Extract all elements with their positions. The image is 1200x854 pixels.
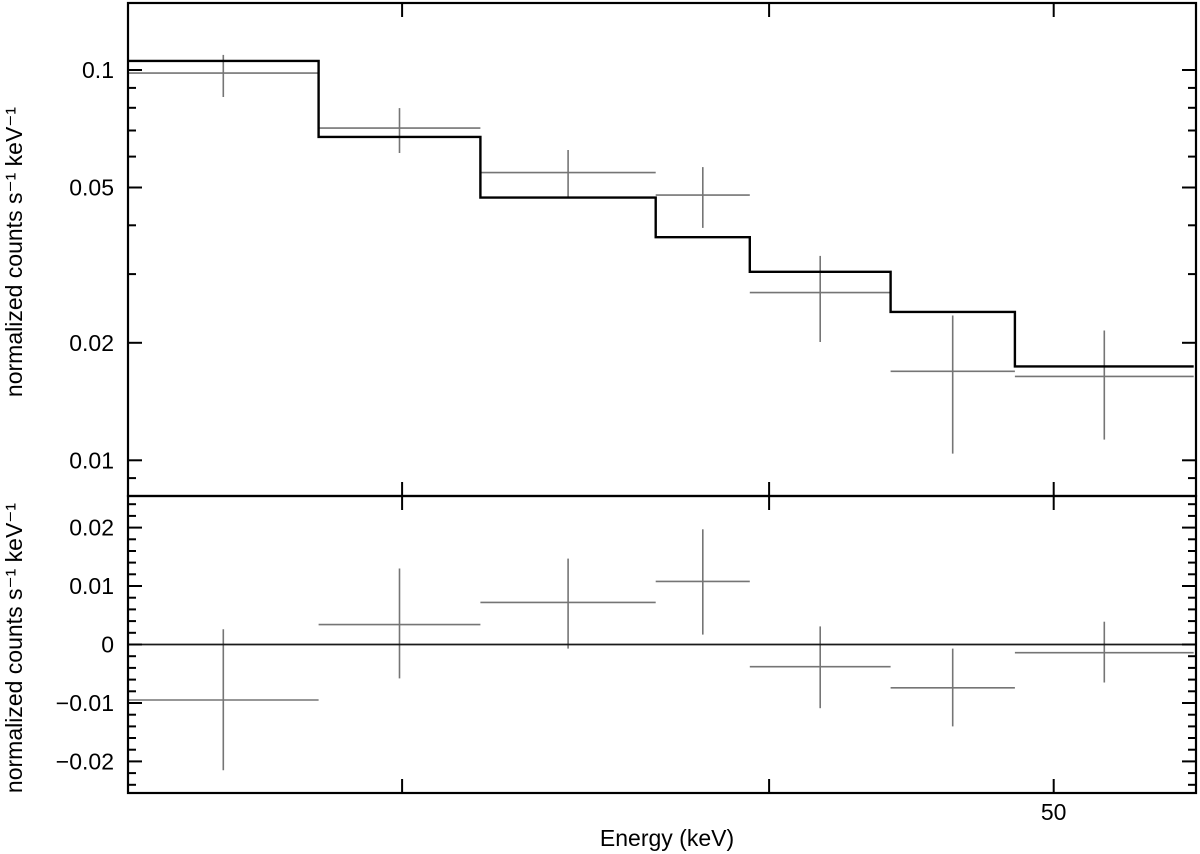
x-axis-label: Energy (keV) [600,825,734,851]
top-panel-model-histogram [128,59,1194,368]
y-tick-label-residual: 0.02 [69,515,114,541]
y-tick-label-top: 0.1 [82,57,114,83]
y-tick-label-residual: 0.01 [69,573,114,599]
axis-ticks [128,3,1196,793]
y-tick-label-residual: −0.02 [56,748,114,774]
residual-panel-frame [126,494,1198,795]
y-tick-label-top: 0.05 [69,175,114,201]
top-panel-data-crosses [128,54,1194,454]
model-histogram-line [128,59,1194,368]
y-axis-label-bottom: normalized counts s⁻¹ keV⁻¹ [1,503,27,794]
tick-labels: 50 0.1 0.05 0.02 0.01 0.02 0.01 0 −0.01 −0.02 [56,57,1067,825]
y-tick-label-top: 0.01 [69,447,114,473]
top-panel-frame [126,1,1198,498]
y-tick-label-residual: 0 [101,632,114,658]
y-tick-label-residual: −0.01 [56,690,114,716]
residual-panel-data-crosses [128,529,1194,771]
y-tick-label-top: 0.02 [69,330,114,356]
x-tick-label: 50 [1041,799,1067,825]
y-axis-label-top: normalized counts s⁻¹ keV⁻¹ [1,107,27,398]
